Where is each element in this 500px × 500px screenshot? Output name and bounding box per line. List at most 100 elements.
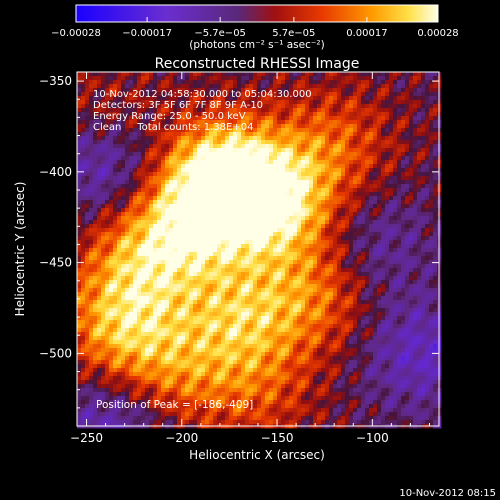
heatmap-cell [77,136,82,141]
heatmap-cell [369,128,374,133]
heatmap-cell [169,80,174,85]
heatmap-cell [281,272,286,277]
heatmap-cell [245,144,250,149]
heatmap-cell [229,124,234,129]
heatmap-cell [325,172,330,177]
heatmap-cell [341,132,346,137]
heatmap-cell [245,272,250,277]
heatmap-cell [261,172,266,177]
heatmap-cell [289,268,294,273]
heatmap-cell [233,180,238,185]
heatmap-cell [381,188,386,193]
heatmap-cell [425,100,430,105]
heatmap-cell [369,192,374,197]
heatmap-cell [277,248,282,253]
heatmap-cell [153,180,158,185]
heatmap-cell [381,100,386,105]
heatmap-cell [133,100,138,105]
heatmap-cell [101,116,106,121]
heatmap-cell [297,108,302,113]
heatmap-cell [417,256,422,261]
heatmap-cell [341,204,346,209]
heatmap-cell [349,200,354,205]
heatmap-cell [149,112,154,117]
heatmap-cell [297,192,302,197]
heatmap-cell [173,208,178,213]
heatmap-cell [109,120,114,125]
heatmap-cell [429,284,434,289]
heatmap-cell [141,284,146,289]
heatmap-cell [277,144,282,149]
heatmap-cell [261,160,266,165]
heatmap-cell [221,168,226,173]
heatmap-cell [337,160,342,165]
heatmap-cell [261,112,266,117]
heatmap-cell [293,268,298,273]
heatmap-cell [113,264,118,269]
heatmap-cell [317,124,322,129]
heatmap-cell [257,84,262,89]
heatmap-cell [157,76,162,81]
heatmap-cell [245,236,250,241]
heatmap-cell [273,280,278,285]
heatmap-cell [85,144,90,149]
heatmap-cell [409,240,414,245]
heatmap-cell [309,228,314,233]
heatmap-cell [113,284,118,289]
heatmap-cell [113,196,118,201]
heatmap-cell [309,72,314,77]
heatmap-cell [389,108,394,113]
heatmap-cell [377,216,382,221]
heatmap-cell [381,160,386,165]
heatmap-cell [161,276,166,281]
heatmap-cell [393,176,398,181]
heatmap-cell [197,272,202,277]
heatmap-cell [97,80,102,85]
heatmap-cell [93,280,98,285]
heatmap-cell [165,128,170,133]
heatmap-cell [325,264,330,269]
heatmap-cell [365,260,370,265]
heatmap-cell [181,164,186,169]
heatmap-cell [165,92,170,97]
heatmap-cell [89,108,94,113]
heatmap-cell [385,100,390,105]
heatmap-cell [281,172,286,177]
heatmap-cell [257,96,262,101]
heatmap-cell [281,248,286,253]
heatmap-cell [397,72,402,77]
heatmap-cell [341,112,346,117]
heatmap-cell [401,268,406,273]
heatmap-cell [397,280,402,285]
heatmap-cell [93,92,98,97]
heatmap-cell [321,280,326,285]
heatmap-cell [217,140,222,145]
heatmap-cell [261,220,266,225]
heatmap-cell [409,232,414,237]
heatmap-cell [257,144,262,149]
heatmap-cell [89,148,94,153]
heatmap-cell [213,112,218,117]
heatmap-cell [77,156,82,161]
heatmap-cell [317,84,322,89]
heatmap-cell [429,72,434,77]
heatmap-cell [297,92,302,97]
heatmap-cell [153,176,158,181]
heatmap-cell [181,108,186,113]
heatmap-cell [345,264,350,269]
heatmap-cell [101,272,106,277]
heatmap-cell [349,232,354,237]
heatmap-cell [77,212,82,217]
heatmap-cell [249,236,254,241]
heatmap-cell [245,196,250,201]
heatmap-cell [273,144,278,149]
heatmap-cell [257,176,262,181]
heatmap-cell [197,236,202,241]
heatmap-cell [205,196,210,201]
heatmap-cell [381,108,386,113]
heatmap-cell [269,100,274,105]
heatmap-cell [405,228,410,233]
heatmap-cell [269,124,274,129]
heatmap-cell [181,248,186,253]
heatmap-cell [269,84,274,89]
